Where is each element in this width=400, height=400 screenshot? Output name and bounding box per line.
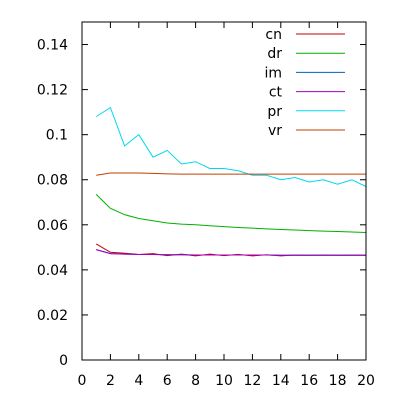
series-line-ct [96, 249, 366, 256]
x-tick-label: 18 [329, 373, 347, 389]
y-tick-label: 0.06 [37, 218, 68, 234]
legend-label-pr: pr [267, 104, 282, 120]
legend-label-dr: dr [267, 46, 282, 62]
legend-label-vr: vr [268, 123, 282, 139]
legend-label-im: im [264, 65, 282, 81]
y-tick-label: 0.02 [37, 308, 68, 324]
y-tick-label: 0.1 [46, 128, 68, 144]
y-tick-label: 0.04 [37, 263, 68, 279]
x-tick-label: 14 [272, 373, 290, 389]
legend-label-ct: ct [269, 85, 283, 101]
series-line-dr [95, 194, 367, 233]
y-tick-label: 0 [59, 353, 68, 369]
series-line-vr [96, 172, 366, 176]
series-layer [95, 106, 367, 257]
x-tick-label: 2 [106, 373, 115, 389]
x-tick-label: 4 [134, 373, 143, 389]
legend: cn dr im ct pr vr [264, 27, 345, 139]
x-tick-label: 8 [191, 373, 200, 389]
x-tick-label: 0 [78, 373, 87, 389]
y-tick-label: 0.14 [37, 38, 68, 54]
legend-label-cn: cn [265, 27, 282, 43]
y-tick-label: 0.12 [37, 83, 68, 99]
y-tick-label: 0.08 [37, 173, 68, 189]
x-tick-label: 10 [215, 373, 233, 389]
x-tick-label: 12 [243, 373, 261, 389]
x-tick-label: 6 [163, 373, 172, 389]
axis-layer: 0 0.02 0.04 0.06 0.08 0.1 0.12 0.14 0 2 4 6 8 10 12 14 1… [37, 22, 375, 389]
x-tick-label: 20 [357, 373, 375, 389]
x-tick-label: 16 [300, 373, 318, 389]
series-line-pr [95, 106, 367, 187]
